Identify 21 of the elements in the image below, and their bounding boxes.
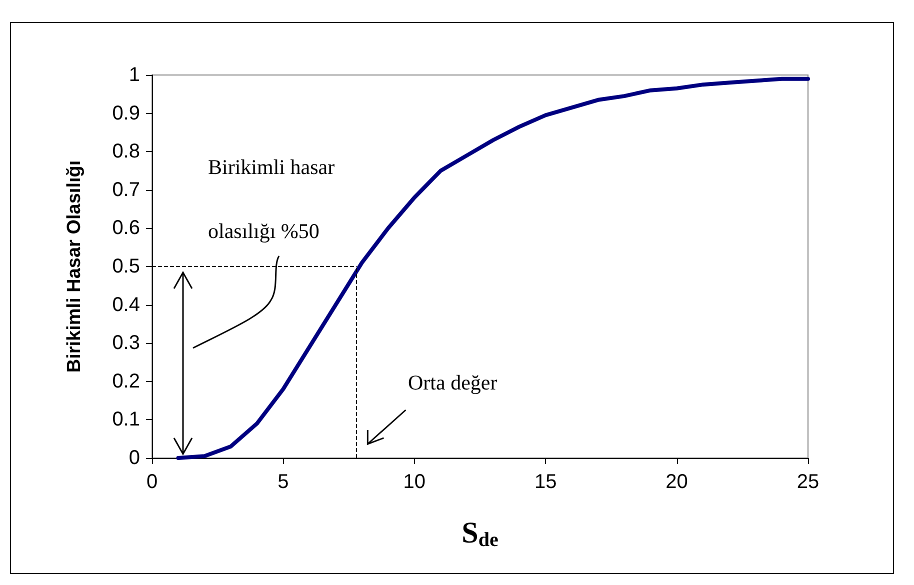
- y-tick-label: 0.6: [112, 217, 140, 240]
- y-tick-label: 0: [128, 447, 140, 469]
- y-tick-label: 0.2: [112, 370, 140, 392]
- x-tick-label: 25: [796, 471, 820, 493]
- y-tick-label: 0.1: [112, 408, 140, 431]
- y-tick-label: 0.7: [112, 178, 140, 201]
- text: Birikimli hasar olasılığı %50: [208, 155, 335, 243]
- y-tick-label: 0.5: [112, 256, 140, 278]
- y-tick-label: 0.4: [112, 294, 140, 316]
- y-tick-label: 0.3: [112, 332, 140, 354]
- x-tick-label: 10: [403, 471, 426, 493]
- line-series: [176, 76, 810, 460]
- y-tick-label: 1: [128, 64, 140, 86]
- y-tick-label: 0.9: [112, 102, 140, 124]
- x-tick-label: 5: [278, 471, 289, 493]
- x-tick-label: 0: [146, 471, 158, 493]
- x-tick-label: 15: [534, 471, 557, 493]
- y-tick-label: 0.8: [112, 140, 140, 163]
- y-axis-title: Birikimli Hasar Olasılığı: [64, 160, 85, 373]
- x-tick-label: 20: [666, 471, 688, 493]
- annotation: Orta değer: [408, 370, 498, 394]
